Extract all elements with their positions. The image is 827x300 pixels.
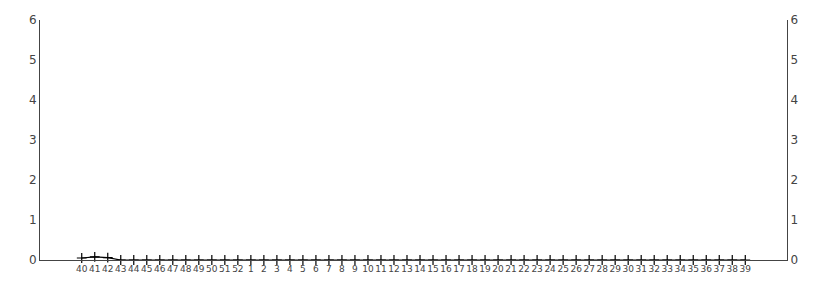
svg-text:1: 1	[790, 213, 798, 227]
svg-text:33: 33	[661, 264, 672, 274]
svg-text:45: 45	[141, 264, 152, 274]
svg-text:40: 40	[76, 264, 88, 274]
svg-text:15: 15	[427, 264, 438, 274]
svg-text:6: 6	[790, 13, 798, 27]
svg-text:50: 50	[206, 264, 218, 274]
svg-text:24: 24	[544, 264, 556, 274]
svg-text:2: 2	[261, 264, 267, 274]
svg-text:51: 51	[219, 264, 230, 274]
svg-text:12: 12	[388, 264, 399, 274]
svg-text:43: 43	[115, 264, 126, 274]
svg-text:3: 3	[29, 133, 37, 147]
svg-text:0: 0	[790, 253, 798, 267]
svg-text:7: 7	[326, 264, 332, 274]
svg-text:4: 4	[790, 93, 798, 107]
svg-text:13: 13	[401, 264, 412, 274]
svg-text:35: 35	[688, 264, 699, 274]
svg-text:29: 29	[609, 264, 621, 274]
svg-text:38: 38	[727, 264, 739, 274]
svg-text:27: 27	[583, 264, 594, 274]
svg-text:39: 39	[740, 264, 752, 274]
svg-text:36: 36	[701, 264, 713, 274]
svg-text:30: 30	[622, 264, 634, 274]
svg-text:2: 2	[29, 173, 37, 187]
svg-text:2: 2	[790, 173, 798, 187]
svg-text:47: 47	[167, 264, 178, 274]
svg-text:19: 19	[479, 264, 491, 274]
svg-text:18: 18	[466, 264, 478, 274]
svg-text:5: 5	[29, 53, 37, 67]
svg-text:34: 34	[674, 264, 686, 274]
svg-text:23: 23	[531, 264, 542, 274]
svg-text:52: 52	[232, 264, 243, 274]
svg-text:42: 42	[102, 264, 113, 274]
svg-text:9: 9	[352, 264, 358, 274]
svg-text:6: 6	[313, 264, 319, 274]
svg-text:6: 6	[29, 13, 37, 27]
svg-text:25: 25	[557, 264, 568, 274]
svg-text:10: 10	[362, 264, 374, 274]
svg-text:31: 31	[635, 264, 646, 274]
svg-text:14: 14	[414, 264, 426, 274]
svg-text:48: 48	[180, 264, 192, 274]
svg-text:46: 46	[154, 264, 166, 274]
svg-text:8: 8	[339, 264, 345, 274]
svg-text:37: 37	[714, 264, 725, 274]
svg-text:1: 1	[29, 213, 37, 227]
svg-text:3: 3	[790, 133, 798, 147]
svg-text:44: 44	[128, 264, 140, 274]
svg-text:20: 20	[492, 264, 504, 274]
svg-text:17: 17	[453, 264, 464, 274]
svg-text:0: 0	[29, 253, 37, 267]
svg-text:11: 11	[375, 264, 386, 274]
svg-text:28: 28	[596, 264, 608, 274]
svg-text:5: 5	[300, 264, 306, 274]
svg-text:21: 21	[505, 264, 516, 274]
svg-text:4: 4	[29, 93, 37, 107]
svg-text:4: 4	[287, 264, 293, 274]
svg-text:41: 41	[89, 264, 100, 274]
svg-text:5: 5	[790, 53, 798, 67]
svg-text:32: 32	[648, 264, 659, 274]
svg-text:16: 16	[440, 264, 452, 274]
svg-text:1: 1	[248, 264, 254, 274]
svg-text:3: 3	[274, 264, 280, 274]
svg-text:49: 49	[193, 264, 205, 274]
svg-text:26: 26	[570, 264, 582, 274]
svg-text:22: 22	[518, 264, 529, 274]
